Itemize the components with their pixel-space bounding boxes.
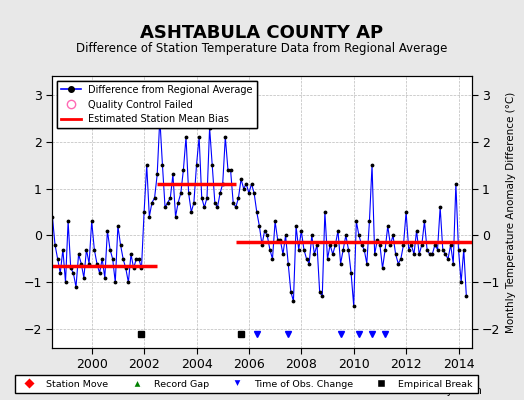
Text: Difference of Station Temperature Data from Regional Average: Difference of Station Temperature Data f… (77, 42, 447, 55)
Y-axis label: Monthly Temperature Anomaly Difference (°C): Monthly Temperature Anomaly Difference (… (506, 91, 516, 333)
Text: ASHTABULA COUNTY AP: ASHTABULA COUNTY AP (140, 24, 384, 42)
Legend: Station Move, Record Gap, Time of Obs. Change, Empirical Break: Station Move, Record Gap, Time of Obs. C… (15, 375, 478, 393)
Text: Berkeley Earth: Berkeley Earth (410, 386, 482, 396)
Legend: Difference from Regional Average, Quality Control Failed, Estimated Station Mean: Difference from Regional Average, Qualit… (57, 81, 257, 128)
